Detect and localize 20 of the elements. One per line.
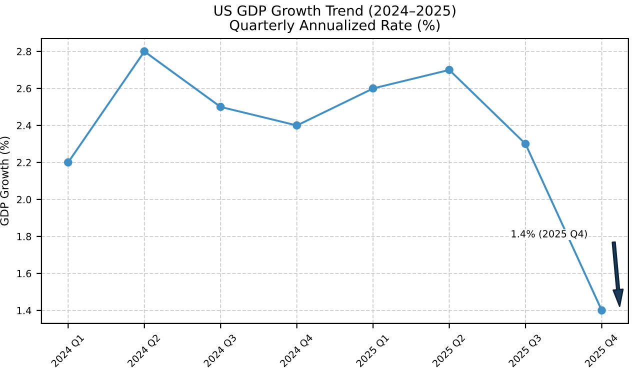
point — [445, 66, 454, 74]
y-tick-label: 2.0 — [17, 196, 32, 204]
point — [368, 84, 378, 93]
y-tick-label: 2.8 — [17, 48, 32, 56]
point — [292, 121, 302, 130]
chart-title: US GDP Growth Trend (2024–2025) — [214, 5, 456, 18]
y-tick-label: 2.4 — [17, 122, 32, 130]
point — [64, 158, 72, 167]
point — [598, 306, 606, 315]
y-axis-title: GDP Growth (%) — [0, 136, 10, 226]
y-tick-label: 1.4 — [17, 307, 32, 314]
annotation: 1.4% (2025 Q4) — [512, 230, 587, 239]
y-tick-label: 1.6 — [17, 270, 32, 278]
y-tick-label: 2.6 — [17, 84, 32, 92]
y-tick-label: 1.8 — [17, 232, 32, 240]
point — [216, 102, 225, 112]
point — [521, 140, 530, 148]
point — [140, 47, 149, 56]
y-tick-label: 2.2 — [17, 158, 31, 166]
chart-subtitle: Quarterly Annualized Rate (%) — [230, 20, 440, 34]
